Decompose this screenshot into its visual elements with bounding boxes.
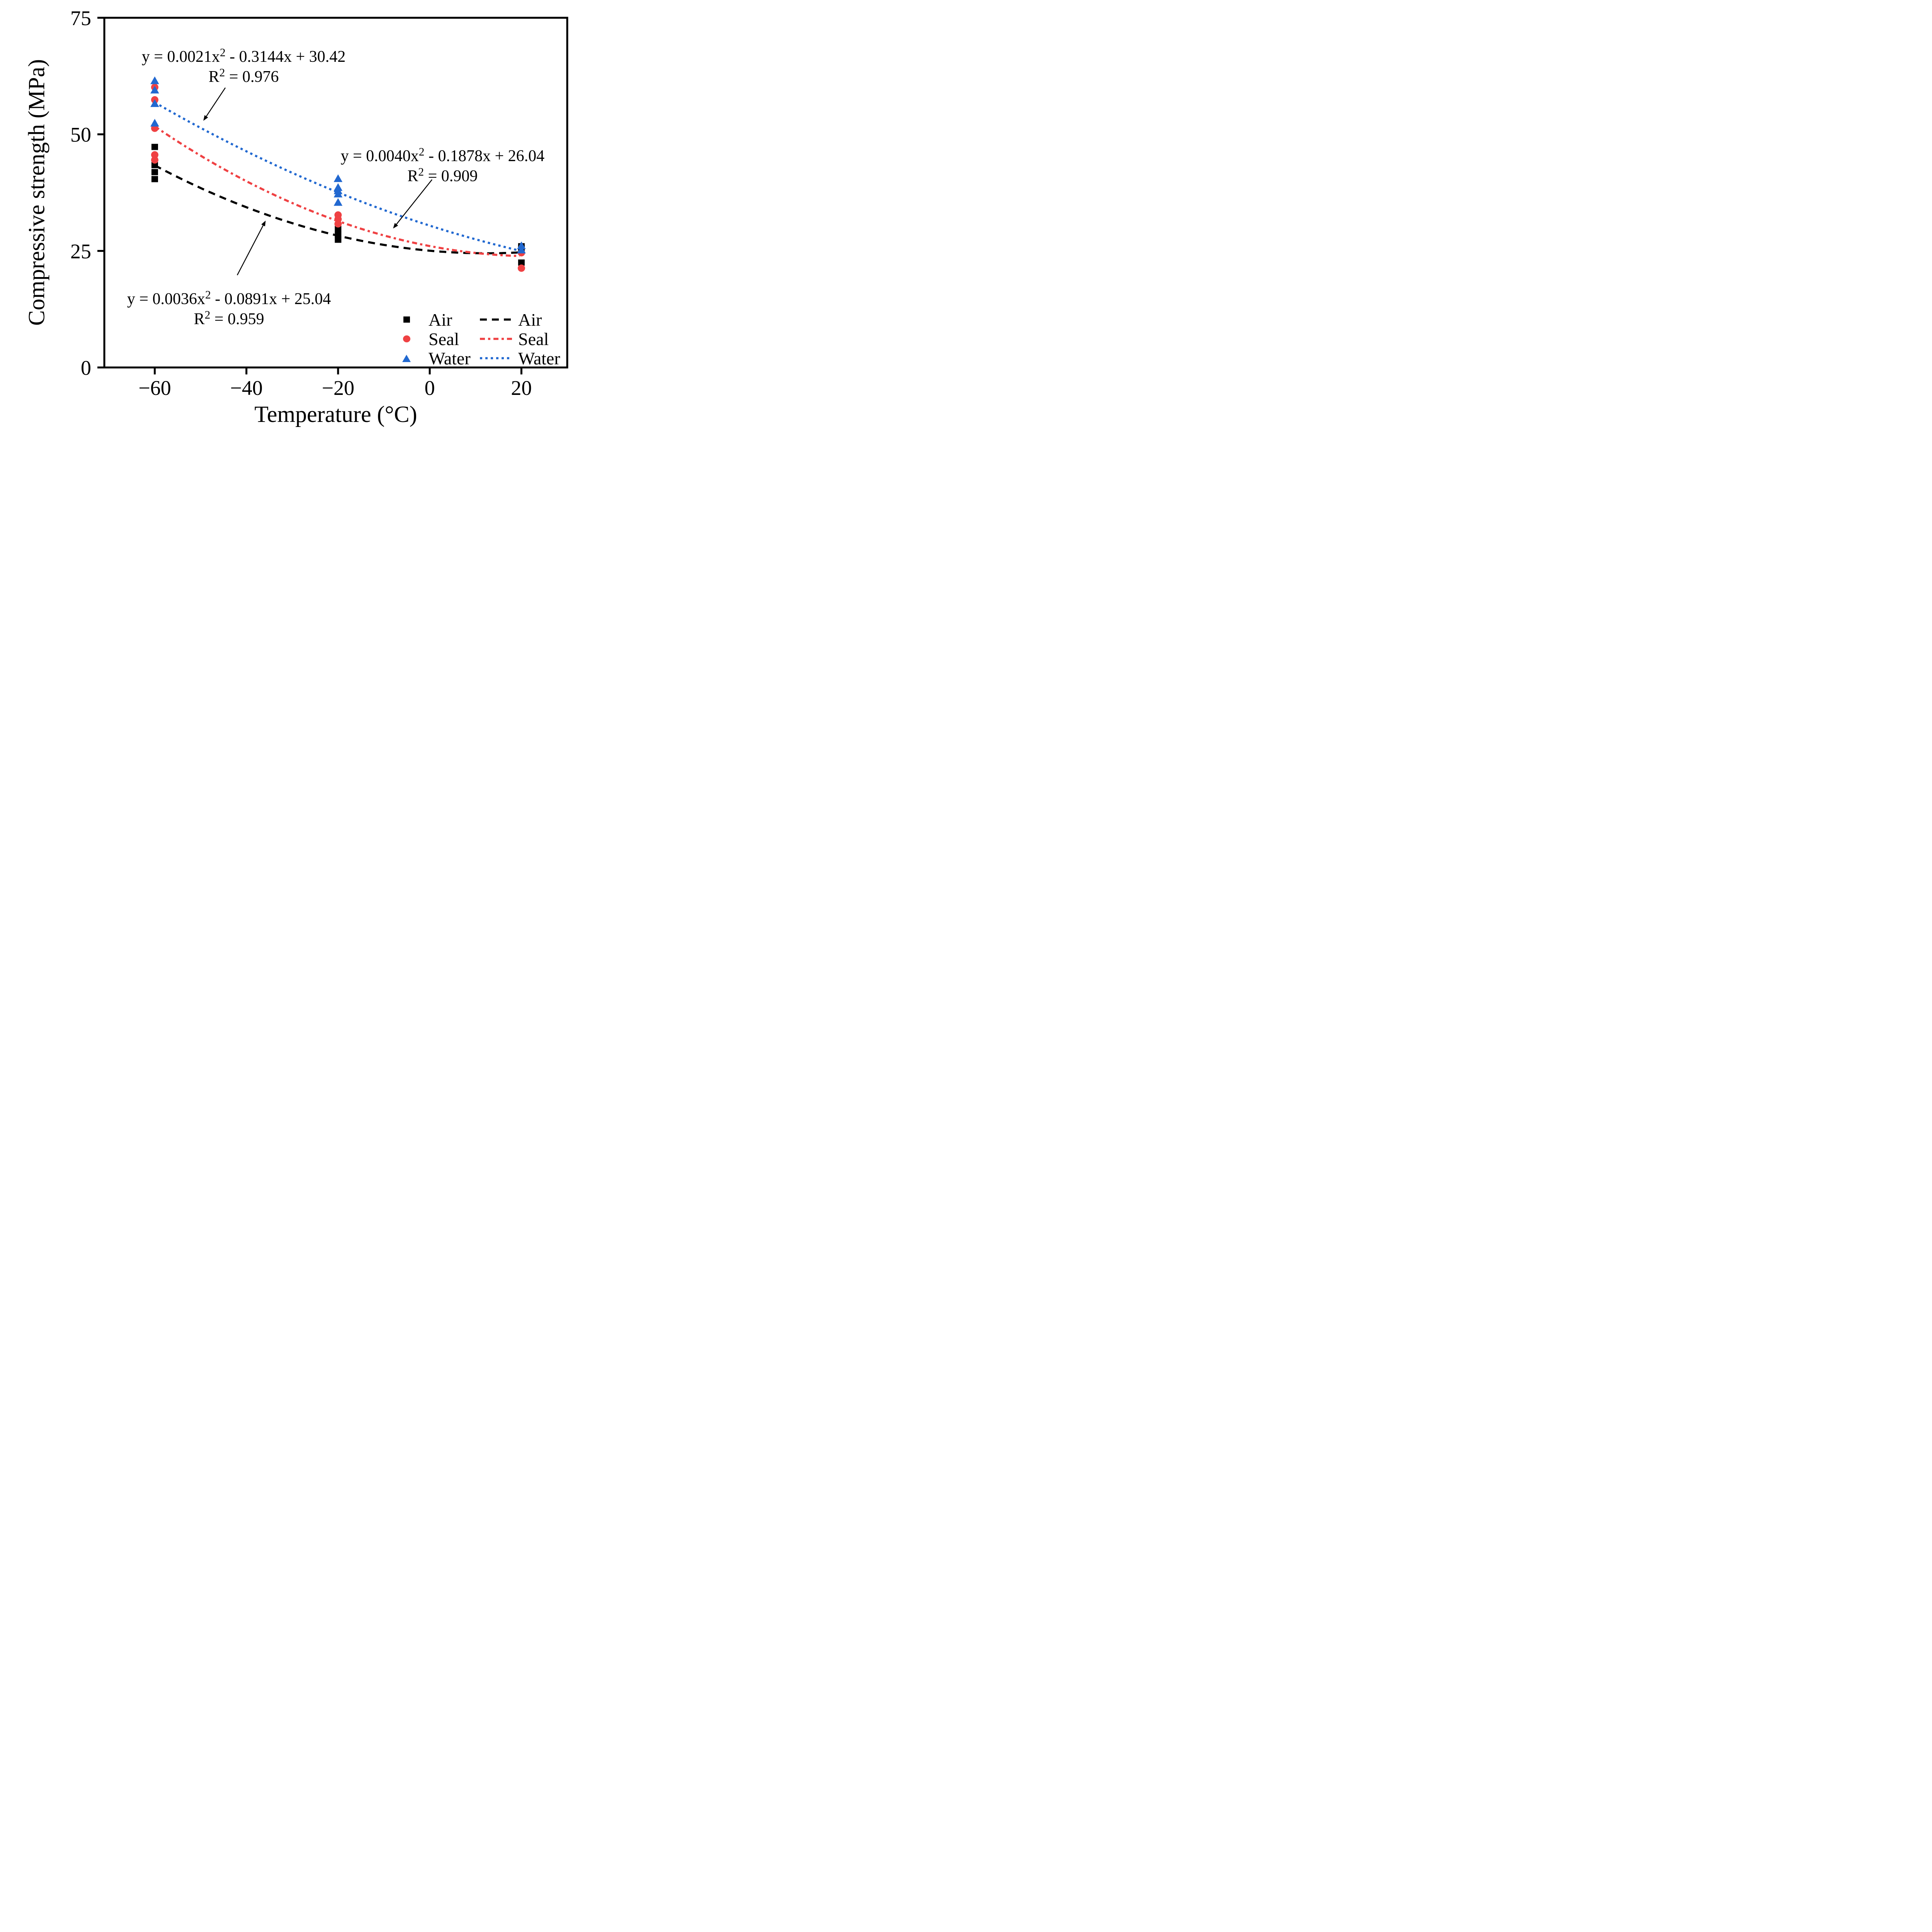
plot-area: −60 −40 −20 0 20 0 25 50 75 [70,7,568,400]
x-tick-label: −20 [322,376,354,400]
legend: Air Air Seal Seal Water Water [394,310,560,368]
annotation-arrow-3 [236,225,264,276]
marker-water [517,241,526,249]
y-tick-label: 25 [70,240,91,263]
water-dotted-line-icon [480,357,512,359]
x-axis-title: Temperature (°C) [254,401,417,427]
legend-row-seal: Seal Seal [394,329,560,349]
x-tick-label: −40 [230,376,262,400]
annotation-arrowhead-1 [203,115,208,121]
marker-water [517,245,526,253]
marker-water [150,119,159,127]
x-tick-label: −60 [138,376,171,400]
marker-air [151,176,158,182]
legend-label-seal-line: Seal [518,329,549,349]
annotation-arrowhead-2 [393,223,398,229]
marker-water [333,174,343,182]
marker-air [151,169,158,175]
figure: −60 −40 −20 0 20 0 25 50 75 Compressive strength… [0,0,584,438]
marker-seal [151,151,158,159]
marker-air [151,162,158,168]
equation-seal-line1: y = 0.0040x2 - 0.1878x + 26.04 [340,146,545,165]
annotation-arrow-1 [206,87,226,117]
y-tick-label: 75 [70,7,91,30]
legend-label-water-line: Water [518,348,560,368]
marker-water [333,198,343,206]
marker-air [518,259,525,266]
equation-seal: y = 0.0040x2 - 0.1878x + 26.04 R2 = 0.90… [341,146,545,186]
legend-label-air-line: Air [518,310,542,330]
equation-air-line1: y = 0.0036x2 - 0.0891x + 25.04 [127,288,331,308]
annotation-arrowhead-3 [261,220,266,226]
marker-water [333,189,343,197]
seal-dashdot-line-icon [480,338,512,340]
x-tick-label: 20 [511,376,532,400]
y-tick-label: 0 [81,356,91,379]
marker-seal [151,156,158,164]
marker-water [150,85,159,94]
marker-air [335,231,342,238]
seal-circle-marker-icon [403,335,410,342]
equation-air-r2: R2 = 0.959 [194,308,264,328]
y-axis-title: Compressive strength (MPa) [24,59,49,326]
legend-row-air: Air Air [394,310,560,330]
marker-water [150,99,159,107]
legend-label-air-marker: Air [429,310,452,330]
legend-row-water: Water Water [394,349,560,368]
legend-label-water-marker: Water [429,348,471,368]
air-dashed-line-icon [480,318,512,321]
marker-seal [517,264,525,272]
fit-line-water [154,101,520,252]
marker-air [335,226,342,232]
x-tick-label: 0 [425,376,435,400]
marker-water [150,76,159,84]
equation-seal-r2: R2 = 0.909 [407,166,478,185]
air-square-marker-icon [403,316,410,323]
marker-air [151,144,158,150]
equation-water-line1: y = 0.0021x2 - 0.3144x + 30.42 [141,46,346,66]
legend-label-seal-marker: Seal [429,329,459,349]
equation-air: y = 0.0036x2 - 0.0891x + 25.04 R2 = 0.95… [127,289,331,329]
water-triangle-marker-icon [402,354,411,362]
marker-air [335,236,342,243]
y-tick-label: 50 [70,123,91,146]
axes-frame [103,17,568,369]
marker-seal [334,220,342,228]
equation-water-r2: R2 = 0.976 [208,66,279,86]
equation-water: y = 0.0021x2 - 0.3144x + 30.42 R2 = 0.97… [142,47,346,87]
annotation-arrow-2 [396,179,433,225]
